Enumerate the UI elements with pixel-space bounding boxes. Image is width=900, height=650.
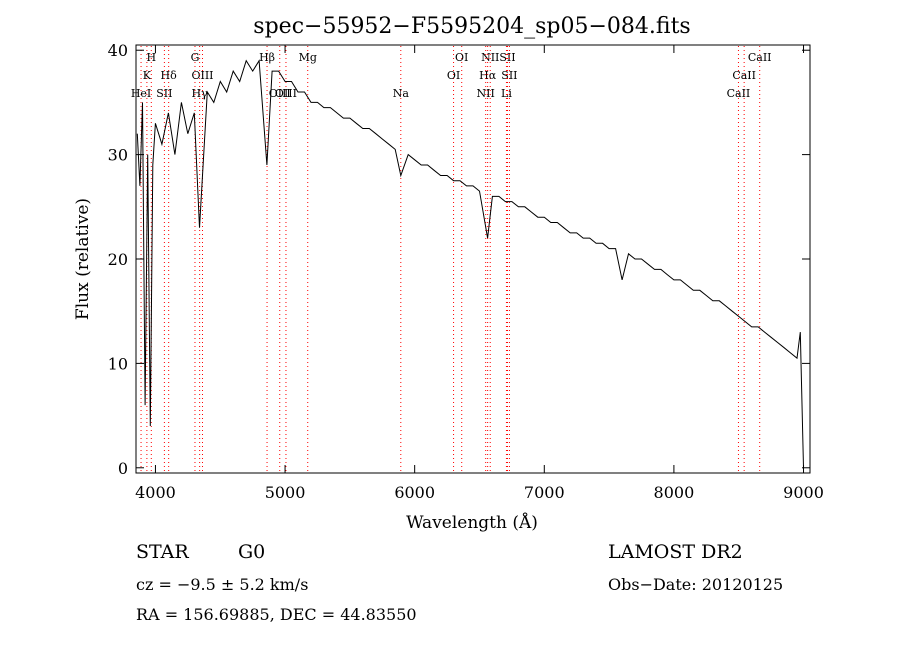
y-tick-label-4: 40	[108, 41, 128, 60]
y-tick-label-2: 20	[108, 250, 128, 269]
line-label-6: OIII	[191, 69, 213, 82]
line-label-18: SII	[501, 69, 517, 82]
line-label-15: NII	[481, 51, 499, 64]
line-label-20: Li	[501, 87, 512, 100]
line-label-21: CaII	[748, 51, 772, 64]
line-label-7: Hγ	[192, 87, 209, 100]
line-label-1: K	[143, 69, 152, 82]
y-tick-label-0: 0	[118, 459, 128, 478]
survey-name: LAMOST DR2	[608, 541, 743, 563]
x-tick-label-3: 7000	[524, 483, 565, 502]
redshift-readout: cz = −9.5 ± 5.2 km/s	[136, 575, 309, 594]
line-label-5: G	[191, 51, 200, 64]
line-label-2: Hδ	[161, 69, 178, 82]
y-tick-label-3: 30	[108, 146, 128, 165]
x-tick-label-1: 5000	[265, 483, 306, 502]
y-axis-ticks: 0 10 20 30 40	[108, 41, 810, 478]
x-tick-label-4: 8000	[654, 483, 695, 502]
line-label-16: SII	[499, 51, 515, 64]
x-tick-label-0: 4000	[135, 483, 176, 502]
line-label-22: CaII	[732, 69, 756, 82]
obs-date: Obs−Date: 20120125	[608, 575, 784, 594]
line-label-8: Hβ	[259, 51, 275, 64]
plot-frame	[135, 44, 811, 474]
line-label-9: OIII	[269, 87, 291, 100]
y-tick-label-1: 10	[108, 354, 128, 373]
spectrum-line-0	[136, 59, 804, 468]
chart-title: spec−55952−F5595204_sp05−084.fits	[253, 14, 690, 39]
object-subclass: G0	[238, 541, 266, 563]
line-label-17: Hα	[479, 69, 497, 82]
line-label-13: OI	[455, 51, 468, 64]
x-axis-ticks: 4000 5000 6000 7000 8000 9000	[135, 45, 824, 502]
line-label-0: H	[146, 51, 156, 64]
x-tick-label-2: 6000	[394, 483, 435, 502]
line-label-23: CaII	[727, 87, 751, 100]
line-label-11: Mg	[299, 51, 317, 64]
spectrum-series	[136, 59, 804, 468]
line-label-14: OI	[447, 69, 460, 82]
line-label-4: SII	[156, 87, 172, 100]
line-label-12: Na	[393, 87, 410, 100]
line-label-10: OIII	[275, 87, 297, 100]
object-class: STAR	[136, 541, 189, 563]
x-axis-label: Wavelength (Å)	[406, 512, 538, 533]
coordinates: RA = 156.69885, DEC = 44.83550	[136, 605, 417, 624]
y-axis-label: Flux (relative)	[73, 198, 93, 320]
line-label-3: HeI	[131, 87, 151, 100]
line-label-19: NII	[477, 87, 495, 100]
x-tick-label-5: 9000	[783, 483, 824, 502]
